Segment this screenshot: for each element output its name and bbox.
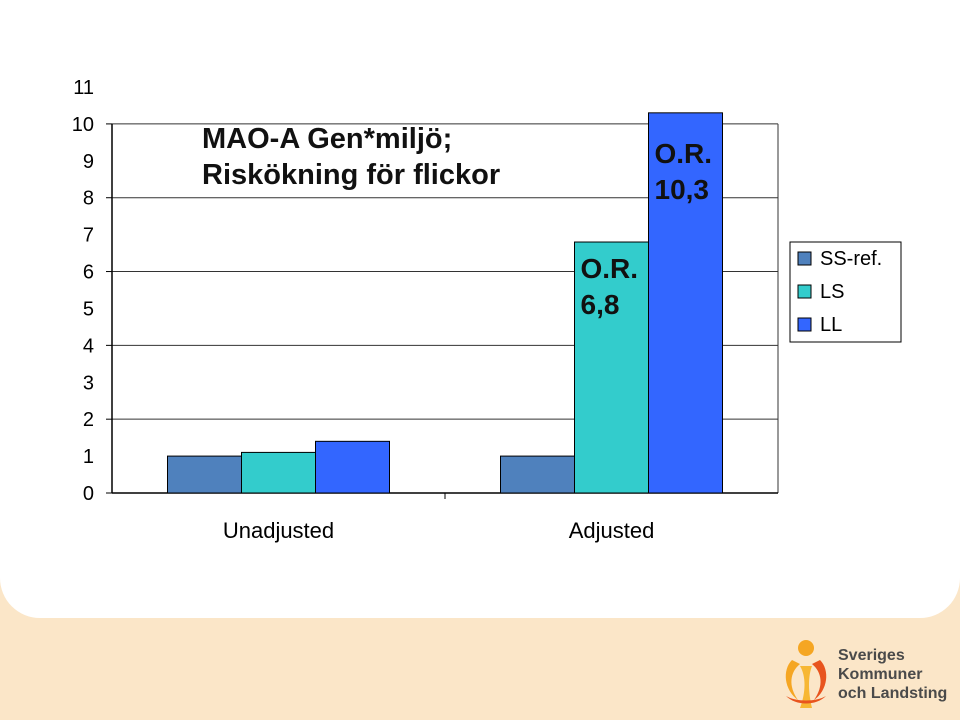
legend-swatch [797, 251, 812, 266]
chart-title: MAO-A Gen*miljö; Riskökning för flickor [202, 123, 500, 191]
logo-text-line-3: och Landsting [838, 685, 948, 702]
legend: SS-ref. LS LL [789, 241, 902, 343]
category-labels: Unadjusted Adjusted [223, 518, 654, 543]
y-tick-label: 10 [72, 114, 94, 136]
legend-swatch [797, 317, 812, 332]
y-tick-label: 0 [83, 483, 94, 505]
category-label: Adjusted [569, 518, 655, 543]
bar-annotation: 10,3 [655, 174, 710, 205]
logo: Sveriges Kommuner och Landsting [778, 636, 948, 710]
y-tick-label: 8 [83, 188, 94, 210]
y-tick-label: 5 [83, 298, 94, 320]
logo-emblem-icon [785, 640, 827, 708]
y-tick-labels: 0 1 2 3 4 5 6 7 8 9 10 11 [72, 77, 94, 505]
category-label: Unadjusted [223, 518, 334, 543]
y-tick-label: 6 [83, 262, 94, 284]
y-tick-label: 4 [83, 335, 94, 357]
bar-chart: 0 1 2 3 4 5 6 7 8 9 10 11 Unadjusted Adjusted MAO-A … [72, 77, 902, 543]
legend-swatch [797, 284, 812, 299]
bar [648, 112, 723, 494]
y-tick-label: 2 [83, 409, 94, 431]
bars [167, 112, 723, 494]
y-tick-label: 1 [83, 446, 94, 468]
y-tick-label: 11 [73, 77, 94, 99]
chart-title-line: MAO-A Gen*miljö; [202, 123, 452, 155]
legend-label: LS [820, 281, 844, 303]
bar [241, 451, 316, 494]
logo-text-line-1: Sveriges [838, 647, 905, 664]
y-tick-label: 3 [83, 372, 94, 394]
bar-annotation: 6,8 [581, 289, 620, 320]
annotations: O.R. 6,8 O.R. 10,3 [581, 138, 713, 320]
bar-annotation: O.R. [581, 253, 639, 284]
bar [315, 440, 390, 494]
bar [167, 455, 242, 494]
y-tick-label: 7 [83, 225, 94, 247]
bar-annotation: O.R. [655, 138, 713, 169]
legend-label: SS-ref. [820, 248, 882, 270]
y-tick-label: 9 [83, 151, 94, 173]
chart-title-line: Riskökning för flickor [202, 159, 500, 191]
logo-text-line-2: Kommuner [838, 666, 923, 683]
legend-label: LL [820, 314, 842, 336]
bar [500, 455, 575, 494]
